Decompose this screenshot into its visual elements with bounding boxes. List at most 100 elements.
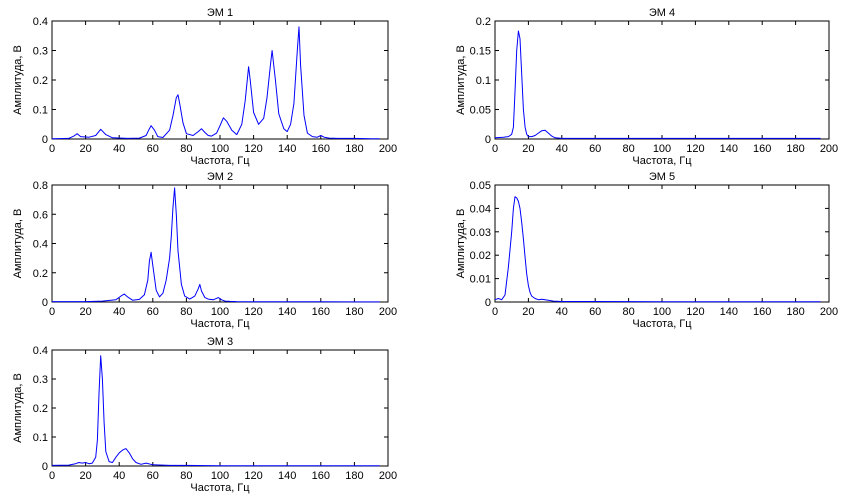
x-tick-label: 40 xyxy=(556,306,568,318)
x-tick-label: 180 xyxy=(786,306,804,318)
x-tick-label: 160 xyxy=(312,470,330,482)
series-line xyxy=(494,196,821,303)
x-tick-label: 80 xyxy=(622,143,634,155)
x-tick-label: 100 xyxy=(211,470,229,482)
subplot-3: 0 20 40 60 80 100 120 140 160 180 200 0 0.1 0.2 0.3 0.4… xyxy=(12,336,397,494)
chart-title: ЭМ 5 xyxy=(649,171,675,183)
x-tick-label: 80 xyxy=(622,306,634,318)
x-axis-label: Частота, Гц xyxy=(632,318,692,330)
x-tick-label: 180 xyxy=(345,143,363,155)
y-tick-label: 0.1 xyxy=(33,105,48,117)
x-tick-label: 60 xyxy=(147,143,159,155)
x-tick-label: 20 xyxy=(522,306,534,318)
x-tick-label: 200 xyxy=(379,306,397,318)
x-tick-label: 200 xyxy=(820,306,838,318)
y-tick-label: 0.1 xyxy=(33,432,48,444)
y-tick-label: 0.02 xyxy=(470,250,491,262)
y-axis-label: Амплитуда, В xyxy=(455,209,467,279)
x-tick-label: 100 xyxy=(653,143,671,155)
x-tick-label: 160 xyxy=(753,306,771,318)
y-axis-label: Амплитуда, В xyxy=(12,45,24,115)
subplot-5: 0 20 40 60 80 100 120 140 160 180 200 0 0.01 0.02 0.03… xyxy=(455,171,838,330)
x-tick-label: 180 xyxy=(786,143,804,155)
x-tick-label: 80 xyxy=(180,470,192,482)
y-tick-label: 0.4 xyxy=(33,239,48,251)
x-tick-label: 40 xyxy=(113,306,125,318)
x-tick-label: 20 xyxy=(522,143,534,155)
x-tick-label: 140 xyxy=(720,143,738,155)
y-tick-label: 0.3 xyxy=(33,374,48,386)
x-tick-label: 200 xyxy=(820,143,838,155)
y-tick-label: 0.01 xyxy=(470,274,491,286)
x-tick-label: 0 xyxy=(49,470,55,482)
axes-frame xyxy=(494,20,830,140)
y-tick-label: 0.05 xyxy=(470,180,491,192)
y-axis-label: Амплитуда, В xyxy=(12,373,24,443)
x-tick-label: 60 xyxy=(589,143,601,155)
x-tick-label: 120 xyxy=(686,143,704,155)
x-tick-label: 120 xyxy=(244,306,262,318)
x-tick-label: 40 xyxy=(113,143,125,155)
x-tick-label: 160 xyxy=(312,306,330,318)
x-tick-label: 140 xyxy=(278,306,296,318)
chart-title: ЭМ 3 xyxy=(207,336,233,348)
chart-title: ЭМ 1 xyxy=(207,7,233,19)
x-tick-label: 0 xyxy=(49,143,55,155)
y-tick-label: 0 xyxy=(42,461,48,473)
x-tick-label: 100 xyxy=(211,306,229,318)
y-tick-label: 0.2 xyxy=(33,75,48,87)
x-tick-label: 80 xyxy=(180,306,192,318)
y-tick-label: 0.2 xyxy=(33,403,48,415)
x-tick-label: 180 xyxy=(345,306,363,318)
y-tick-label: 0.6 xyxy=(33,209,48,221)
x-tick-label: 20 xyxy=(79,143,91,155)
subplot-4: 0 20 40 60 80 100 120 140 160 180 200 0 0.05 0.1 0.15 0… xyxy=(455,7,838,167)
series-line xyxy=(51,355,380,467)
y-tick-label: 0.3 xyxy=(33,46,48,58)
axes-frame xyxy=(51,184,389,303)
series-line xyxy=(494,30,821,139)
y-tick-label: 0 xyxy=(485,134,491,146)
x-axis-label: Частота, Гц xyxy=(632,155,692,167)
x-tick-label: 100 xyxy=(653,306,671,318)
y-tick-label: 0.05 xyxy=(470,105,491,117)
y-tick-label: 0.2 xyxy=(33,268,48,280)
x-tick-label: 140 xyxy=(720,306,738,318)
y-axis-label: Амплитуда, В xyxy=(12,209,24,279)
y-tick-label: 0.04 xyxy=(470,203,491,215)
y-tick-label: 0.03 xyxy=(470,227,491,239)
x-tick-label: 0 xyxy=(492,306,498,318)
x-tick-label: 200 xyxy=(379,470,397,482)
subplot-1: 0 20 40 60 80 100 120 140 160 180 200 0 0.1 0.2 0.3 0.4… xyxy=(12,7,397,167)
x-tick-label: 180 xyxy=(345,470,363,482)
x-tick-label: 120 xyxy=(244,143,262,155)
series-line xyxy=(52,187,380,303)
y-tick-label: 0 xyxy=(42,297,48,309)
x-tick-label: 120 xyxy=(686,306,704,318)
x-tick-label: 100 xyxy=(211,143,229,155)
y-tick-label: 0.4 xyxy=(33,345,48,357)
x-tick-label: 20 xyxy=(79,306,91,318)
series-line xyxy=(51,26,380,140)
x-axis-label: Частота, Гц xyxy=(190,318,250,330)
x-tick-label: 40 xyxy=(113,470,125,482)
x-tick-label: 0 xyxy=(49,306,55,318)
x-tick-label: 60 xyxy=(147,470,159,482)
x-tick-label: 200 xyxy=(379,143,397,155)
x-tick-label: 20 xyxy=(79,470,91,482)
y-axis-label: Амплитуда, В xyxy=(455,45,467,115)
y-tick-label: 0.2 xyxy=(476,16,491,28)
x-tick-label: 140 xyxy=(278,143,296,155)
x-tick-label: 120 xyxy=(244,470,262,482)
y-tick-label: 0 xyxy=(485,297,491,309)
axes-frame xyxy=(494,184,830,303)
y-tick-label: 0.4 xyxy=(33,16,48,28)
axes-frame xyxy=(51,349,389,467)
x-tick-label: 160 xyxy=(753,143,771,155)
x-axis-label: Частота, Гц xyxy=(190,482,250,494)
y-tick-label: 0.8 xyxy=(33,180,48,192)
y-tick-label: 0.1 xyxy=(476,75,491,87)
x-tick-label: 60 xyxy=(589,306,601,318)
axes-frame xyxy=(51,20,389,140)
